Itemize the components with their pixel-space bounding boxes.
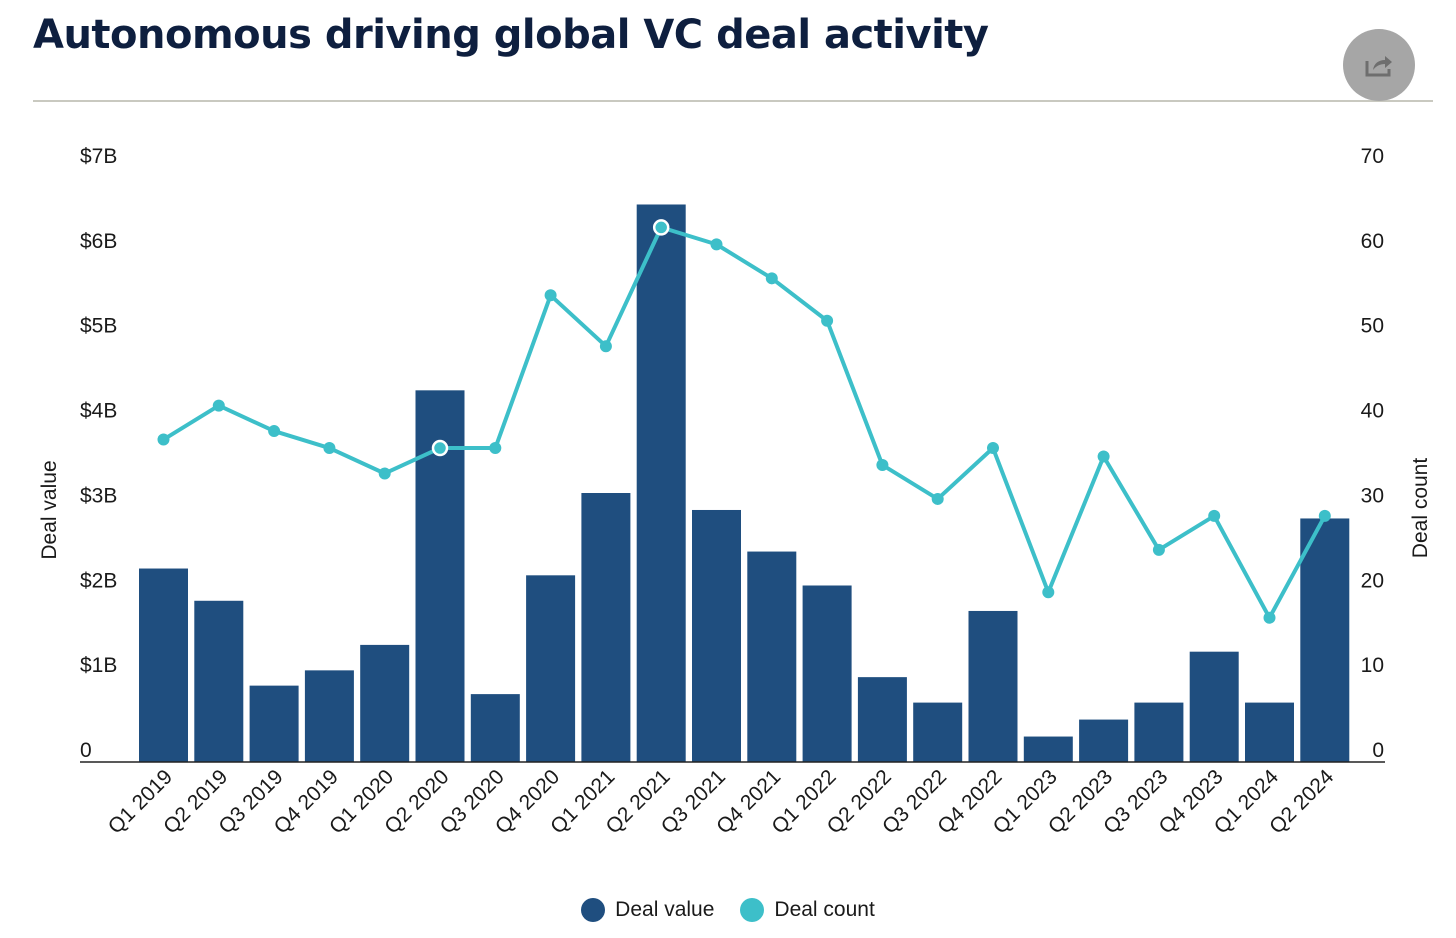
bar-q4-2021[interactable] [747,551,797,762]
legend-swatch-deal-count [740,898,765,922]
deal-count-point-q2-2019[interactable] [212,399,225,412]
y-left-tick-label: $3B [80,484,117,507]
y-right-tick-label: 20 [1361,569,1384,592]
y-left-tick-label: $1B [80,654,117,677]
deal-count-point-q1-2021[interactable] [599,340,612,353]
y-right-tick-label: 50 [1361,315,1384,338]
legend-item-deal-count[interactable]: Deal count [740,898,875,922]
bar-q2-2024[interactable] [1300,518,1350,762]
deal-count-point-q3-2022[interactable] [931,492,944,505]
legend-label-deal-count: Deal count [774,898,875,921]
deal-count-point-q1-2020[interactable] [378,467,391,480]
legend-swatch-deal-value [581,898,606,922]
y-left-tick-label: $5B [80,315,117,338]
deal-count-point-q4-2020[interactable] [544,289,557,302]
deal-count-point-q1-2024[interactable] [1263,611,1276,624]
bar-q3-2023[interactable] [1134,702,1184,762]
bar-q3-2022[interactable] [913,702,963,762]
y-right-tick-label: 10 [1361,654,1384,677]
y-right-tick-label: 30 [1361,484,1384,507]
bar-q1-2024[interactable] [1245,702,1294,762]
deal-count-point-q4-2023[interactable] [1208,509,1221,522]
bar-q4-2022[interactable] [968,610,1018,762]
deal-count-point-q4-2019[interactable] [323,442,336,455]
legend: Deal value Deal count [0,898,1456,922]
y-right-tick-label: 0 [1372,739,1384,762]
deal-count-point-q4-2022[interactable] [987,442,999,455]
y-left-tick-label: 0 [80,739,92,762]
title-divider [33,100,1433,102]
legend-item-deal-value[interactable]: Deal value [581,898,714,922]
y-left-axis-title: Deal value [38,460,61,559]
deal-count-point-q3-2019[interactable] [268,425,281,438]
legend-label-deal-value: Deal value [615,898,715,921]
y-left-tick-label: $2B [80,569,117,592]
bar-q4-2019[interactable] [304,670,354,762]
y-right-axis-title: Deal count [1409,458,1432,559]
deal-count-point-q1-2019[interactable] [157,433,170,446]
y-left-tick-label: $7B [80,145,117,168]
bar-q3-2020[interactable] [470,694,520,762]
y-left-tick-label: $4B [80,400,117,423]
deal-count-point-q1-2022[interactable] [821,314,834,327]
bar-q3-2019[interactable] [249,685,299,762]
deal-count-point-q2-2023[interactable] [1097,450,1110,463]
deal-count-point-q2-2021[interactable] [652,219,670,236]
deal-count-point-q1-2023[interactable] [1042,586,1055,599]
deal-count-line [162,225,1327,620]
bar-q1-2019[interactable] [139,568,188,762]
y-right-tick-label: 60 [1361,230,1384,253]
bar-q2-2021[interactable] [636,204,686,762]
y-right-tick-label: 40 [1361,400,1384,423]
bar-q2-2022[interactable] [857,677,907,762]
y-right-tick-label: 70 [1361,145,1384,168]
bar-q1-2020[interactable] [360,644,410,762]
deal-count-point-q2-2024[interactable] [1318,509,1331,522]
deal-count-point-q4-2021[interactable] [765,272,778,285]
page-title: Autonomous driving global VC deal activi… [33,12,989,58]
share-button[interactable] [1343,29,1415,101]
deal-count-point-q3-2021[interactable] [710,238,723,251]
deal-count-point-q3-2020[interactable] [489,442,502,455]
bar-q4-2020[interactable] [526,575,576,762]
bar-q2-2023[interactable] [1079,719,1129,762]
bar-q3-2021[interactable] [692,509,741,762]
bar-q2-2019[interactable] [194,600,244,762]
bar-q1-2023[interactable] [1023,736,1073,762]
bar-q1-2022[interactable] [802,585,852,762]
bar-q4-2023[interactable] [1189,651,1239,762]
y-left-tick-label: $6B [80,230,117,253]
deal-count-point-q2-2022[interactable] [876,459,889,471]
deal-count-point-q2-2020[interactable] [431,439,449,457]
share-icon [1365,56,1392,77]
bar-q1-2021[interactable] [581,493,631,762]
deal-count-point-q3-2023[interactable] [1152,543,1165,556]
